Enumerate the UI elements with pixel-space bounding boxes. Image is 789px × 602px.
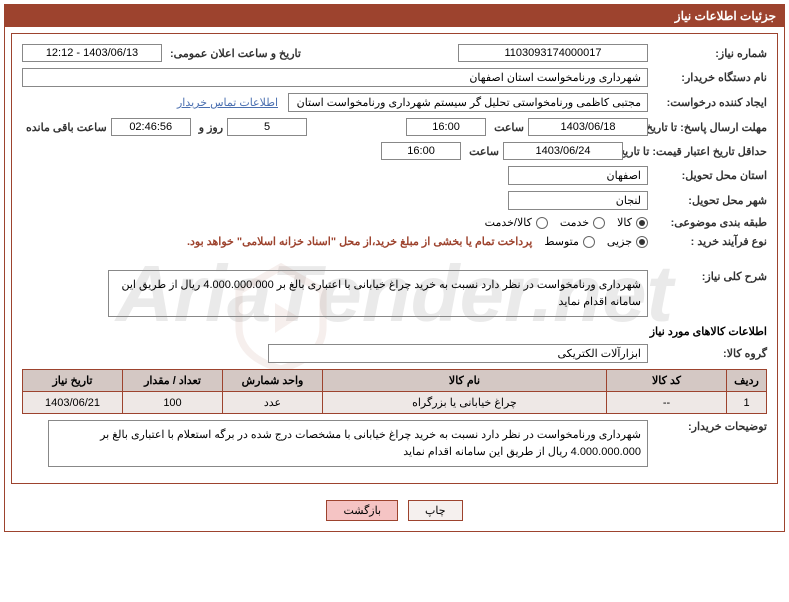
- label-hour-1: ساعت: [490, 121, 524, 134]
- th-qty: تعداد / مقدار: [123, 370, 223, 392]
- field-creator: مجتبی کاظمی ورنامخواستی تحلیل گر سیستم ش…: [288, 93, 648, 112]
- radio-service-label: خدمت: [560, 216, 589, 229]
- field-request-no: 1103093174000017: [458, 44, 648, 62]
- label-city: شهر محل تحویل:: [652, 194, 767, 207]
- label-price-validity: حداقل تاریخ اعتبار قیمت: تا تاریخ:: [627, 145, 767, 158]
- print-button[interactable]: چاپ: [408, 500, 463, 521]
- label-goods-group: گروه کالا:: [652, 347, 767, 360]
- label-category: طبقه بندی موضوعی:: [652, 216, 767, 229]
- field-validity-date: 1403/06/24: [503, 142, 623, 160]
- row-summary: شرح کلی نیاز: شهرداری ورنامخواست در نظر …: [22, 270, 767, 317]
- field-buyer-notes: شهرداری ورنامخواست در نظر دارد نسبت به خ…: [48, 420, 648, 467]
- items-table: ردیف کد کالا نام کالا واحد شمارش تعداد /…: [22, 369, 767, 414]
- field-announce-dt: 1403/06/13 - 12:12: [22, 44, 162, 62]
- cell-name: چراغ خیابانی یا بزرگراه: [323, 392, 607, 414]
- label-buyer-org: نام دستگاه خریدار:: [652, 71, 767, 84]
- process-radio-group: جزیی متوسط: [544, 235, 648, 248]
- th-code: کد کالا: [607, 370, 727, 392]
- label-summary: شرح کلی نیاز:: [652, 270, 767, 283]
- field-city: لنجان: [508, 191, 648, 210]
- row-request-no: شماره نیاز: 1103093174000017 تاریخ و ساع…: [22, 44, 767, 62]
- row-category: طبقه بندی موضوعی: کالا خدمت کالا/خدمت: [22, 216, 767, 229]
- field-validity-time: 16:00: [381, 142, 461, 160]
- field-remaining-time: 02:46:56: [111, 118, 191, 136]
- radio-medium[interactable]: متوسط: [544, 235, 595, 248]
- radio-partial-label: جزیی: [607, 235, 632, 248]
- label-process: نوع فرآیند خرید :: [652, 235, 767, 248]
- table-row: 1 -- چراغ خیابانی یا بزرگراه عدد 100 140…: [23, 392, 767, 414]
- panel-title: جزئیات اطلاعات نیاز: [5, 5, 784, 27]
- row-province: استان محل تحویل: اصفهان: [22, 166, 767, 185]
- back-button[interactable]: بازگشت: [326, 500, 398, 521]
- cell-unit: عدد: [223, 392, 323, 414]
- footer-buttons: چاپ بازگشت: [5, 490, 784, 531]
- radio-both[interactable]: کالا/خدمت: [485, 216, 548, 229]
- label-remaining: ساعت باقی مانده: [22, 121, 107, 134]
- row-buyer-org: نام دستگاه خریدار: شهرداری ورنامخواست اس…: [22, 68, 767, 87]
- radio-goods[interactable]: کالا: [617, 216, 648, 229]
- row-buyer-notes: توضیحات خریدار: شهرداری ورنامخواست در نظ…: [22, 420, 767, 467]
- cell-code: --: [607, 392, 727, 414]
- details-panel: جزئیات اطلاعات نیاز شماره نیاز: 11030931…: [4, 4, 785, 532]
- panel-body: شماره نیاز: 1103093174000017 تاریخ و ساع…: [11, 33, 778, 484]
- field-goods-group: ابزارآلات الکتریکی: [268, 344, 648, 363]
- cell-qty: 100: [123, 392, 223, 414]
- items-section-title: اطلاعات کالاهای مورد نیاز: [22, 325, 767, 338]
- radio-goods-label: کالا: [617, 216, 632, 229]
- row-goods-group: گروه کالا: ابزارآلات الکتریکی: [22, 344, 767, 363]
- row-validity: حداقل تاریخ اعتبار قیمت: تا تاریخ: 1403/…: [22, 142, 767, 160]
- field-buyer-org: شهرداری ورنامخواست استان اصفهان: [22, 68, 648, 87]
- label-buyer-notes: توضیحات خریدار:: [652, 420, 767, 433]
- label-hour-2: ساعت: [465, 145, 499, 158]
- cell-row: 1: [727, 392, 767, 414]
- cell-date: 1403/06/21: [23, 392, 123, 414]
- buyer-contact-link[interactable]: اطلاعات تماس خریدار: [171, 96, 284, 109]
- radio-medium-label: متوسط: [544, 235, 579, 248]
- th-row: ردیف: [727, 370, 767, 392]
- field-resp-time: 16:00: [406, 118, 486, 136]
- label-announce-dt: تاریخ و ساعت اعلان عمومی:: [166, 47, 301, 60]
- radio-partial[interactable]: جزیی: [607, 235, 648, 248]
- row-deadline: مهلت ارسال پاسخ: تا تاریخ: 1403/06/18 سا…: [22, 118, 767, 136]
- row-creator: ایجاد کننده درخواست: مجتبی کاظمی ورنامخو…: [22, 93, 767, 112]
- row-city: شهر محل تحویل: لنجان: [22, 191, 767, 210]
- field-resp-date: 1403/06/18: [528, 118, 648, 136]
- label-response-deadline: مهلت ارسال پاسخ: تا تاریخ:: [652, 121, 767, 134]
- radio-both-label: کالا/خدمت: [485, 216, 532, 229]
- label-days-and: روز و: [195, 121, 223, 134]
- label-creator: ایجاد کننده درخواست:: [652, 96, 767, 109]
- th-date: تاریخ نیاز: [23, 370, 123, 392]
- label-province: استان محل تحویل:: [652, 169, 767, 182]
- field-summary: شهرداری ورنامخواست در نظر دارد نسبت به خ…: [108, 270, 648, 317]
- row-process: نوع فرآیند خرید : جزیی متوسط پرداخت تمام…: [22, 235, 767, 248]
- process-note: پرداخت تمام یا بخشی از مبلغ خرید،از محل …: [187, 235, 540, 248]
- th-unit: واحد شمارش: [223, 370, 323, 392]
- th-name: نام کالا: [323, 370, 607, 392]
- category-radio-group: کالا خدمت کالا/خدمت: [485, 216, 648, 229]
- field-province: اصفهان: [508, 166, 648, 185]
- radio-service[interactable]: خدمت: [560, 216, 605, 229]
- table-header-row: ردیف کد کالا نام کالا واحد شمارش تعداد /…: [23, 370, 767, 392]
- label-request-no: شماره نیاز:: [652, 47, 767, 60]
- field-remaining-days: 5: [227, 118, 307, 136]
